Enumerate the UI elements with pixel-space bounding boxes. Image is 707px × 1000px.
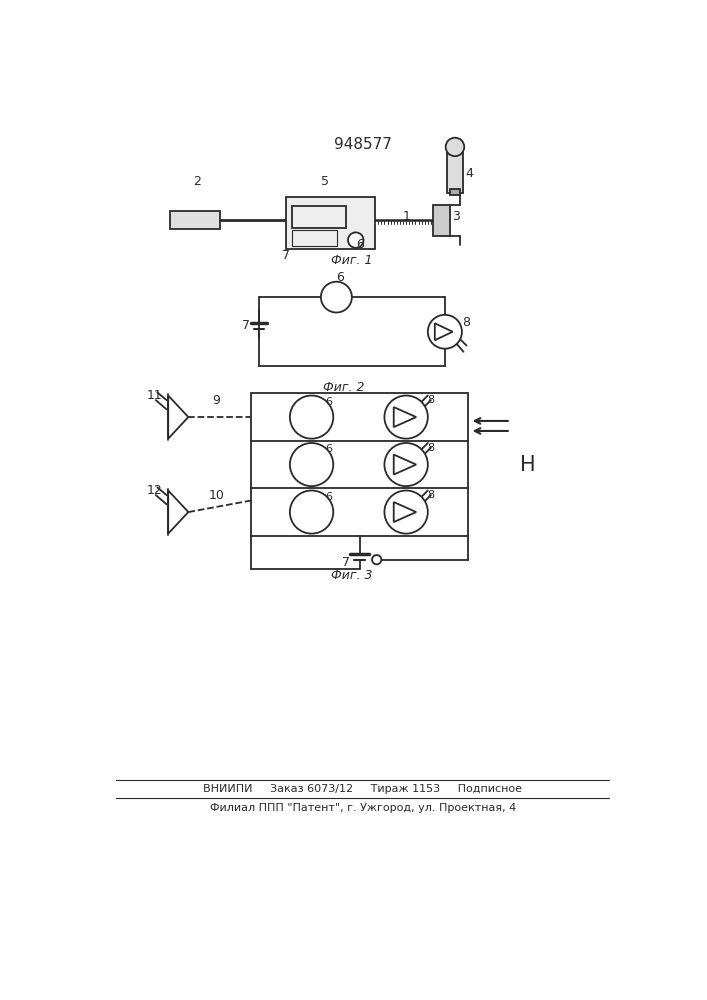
Circle shape [372, 555, 381, 564]
Circle shape [445, 138, 464, 156]
Circle shape [321, 282, 352, 312]
Circle shape [348, 232, 363, 248]
Text: 8: 8 [427, 490, 435, 500]
Text: 1: 1 [402, 210, 410, 223]
Polygon shape [394, 407, 416, 427]
Circle shape [290, 490, 333, 534]
Text: 6: 6 [337, 271, 344, 284]
Polygon shape [394, 455, 416, 475]
Circle shape [428, 315, 462, 349]
Circle shape [385, 396, 428, 439]
Text: Фиг. 1: Фиг. 1 [331, 254, 373, 267]
Text: 6: 6 [325, 444, 332, 454]
Text: 11: 11 [146, 389, 162, 402]
Polygon shape [394, 502, 416, 522]
Text: 8: 8 [427, 443, 435, 453]
Text: 9: 9 [212, 394, 220, 407]
Text: 12: 12 [146, 484, 162, 497]
Text: ВНИИПИ     Заказ 6073/12     Тираж 1153     Подписное: ВНИИПИ Заказ 6073/12 Тираж 1153 Подписно… [203, 784, 522, 794]
Text: 8: 8 [427, 395, 435, 405]
Text: 8: 8 [462, 316, 471, 329]
Text: 3: 3 [452, 210, 460, 223]
Text: Н: Н [520, 455, 536, 475]
Circle shape [385, 490, 428, 534]
Bar [448, 151, 462, 193]
Bar [292, 206, 346, 228]
Text: 2: 2 [193, 175, 201, 188]
Polygon shape [435, 323, 452, 340]
Polygon shape [168, 490, 188, 534]
Bar [286, 197, 375, 249]
Circle shape [290, 443, 333, 486]
Text: 7: 7 [243, 319, 250, 332]
Text: Филиал ППП "Патент", г. Ужгород, ул. Проектная, 4: Филиал ППП "Патент", г. Ужгород, ул. Про… [209, 803, 516, 813]
Text: 948577: 948577 [334, 137, 392, 152]
Bar [251, 393, 468, 536]
Text: 5: 5 [321, 175, 329, 188]
Text: 7: 7 [282, 249, 290, 262]
Text: 6: 6 [325, 492, 332, 502]
Text: Фиг. 3: Фиг. 3 [331, 569, 373, 582]
Circle shape [290, 396, 333, 439]
Text: 4: 4 [465, 167, 473, 180]
Polygon shape [168, 396, 188, 439]
Bar [433, 205, 450, 235]
Circle shape [385, 443, 428, 486]
Bar [450, 189, 460, 195]
Bar [170, 211, 220, 229]
Text: 10: 10 [209, 489, 224, 502]
Bar [292, 230, 337, 246]
Text: 6: 6 [356, 238, 363, 251]
Text: 7: 7 [341, 556, 350, 569]
Text: Фиг. 2: Фиг. 2 [323, 381, 365, 394]
Text: 6: 6 [325, 397, 332, 407]
